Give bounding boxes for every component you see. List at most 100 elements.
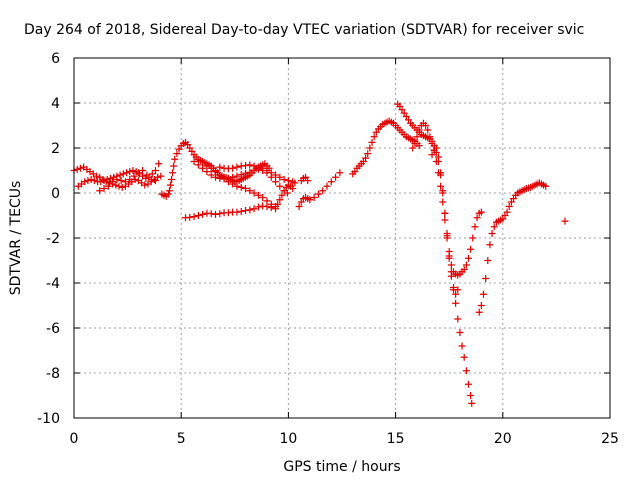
data-point [117, 177, 125, 185]
data-point [171, 155, 179, 163]
data-point [454, 286, 462, 294]
data-point [263, 167, 271, 174]
data-point [486, 241, 494, 249]
data-point [432, 158, 440, 165]
data-point [447, 272, 455, 280]
data-point [194, 212, 202, 219]
data-point [422, 122, 430, 129]
data-point [272, 205, 280, 213]
data-point [90, 177, 98, 185]
data-point [477, 208, 485, 216]
data-point [123, 169, 131, 177]
data-point [151, 177, 159, 185]
data-point [473, 214, 481, 222]
data-point [445, 254, 453, 262]
data-point [112, 181, 120, 189]
data-point [477, 302, 485, 309]
y-tick-label: 4 [51, 96, 60, 112]
y-tick-label: -2 [46, 231, 60, 247]
data-point [460, 266, 468, 273]
data-point [170, 162, 178, 170]
x-axis-ticks: 0 5 10 15 20 25 [70, 58, 619, 447]
data-point [464, 380, 472, 388]
data-point [157, 172, 165, 180]
data-point [272, 171, 280, 179]
data-point [439, 198, 447, 206]
data-point [267, 169, 275, 177]
data-point [254, 163, 262, 171]
data-point [428, 151, 436, 159]
data-point [216, 163, 224, 171]
data-point [432, 144, 440, 152]
data-point [306, 196, 314, 204]
data-point [119, 170, 127, 178]
data-point [280, 176, 288, 183]
data-point [233, 182, 241, 190]
data-point [370, 133, 378, 141]
data-point [233, 208, 241, 216]
data-point [229, 180, 237, 188]
data-point [143, 171, 151, 179]
data-point [134, 169, 142, 177]
data-point [458, 342, 466, 350]
data-point [437, 182, 445, 190]
data-point [242, 162, 250, 170]
data-point [100, 177, 108, 185]
data-point [121, 178, 129, 186]
data-point [424, 126, 432, 134]
x-tick-label: 10 [279, 431, 297, 447]
data-point [437, 169, 445, 177]
data-point [439, 187, 447, 195]
x-tick-label: 5 [177, 431, 186, 447]
data-point [319, 187, 327, 195]
data-point [116, 171, 124, 179]
y-tick-label: 0 [51, 186, 60, 202]
data-point [364, 150, 372, 158]
data-point [428, 140, 436, 147]
data-point [224, 178, 232, 186]
data-point [237, 183, 245, 191]
data-point [139, 167, 147, 174]
data-point [155, 160, 163, 168]
data-point [216, 171, 224, 179]
data-point [415, 142, 423, 150]
data-point [118, 183, 126, 191]
data-point [73, 165, 81, 173]
data-point [452, 290, 460, 298]
data-point [148, 170, 156, 178]
data-point [207, 164, 215, 172]
data-point [259, 194, 267, 201]
data-point [314, 190, 322, 198]
data-point [212, 210, 220, 218]
data-point [505, 203, 513, 210]
data-point [93, 172, 101, 180]
data-point [310, 194, 318, 201]
data-point [220, 173, 228, 181]
data-point [447, 261, 455, 269]
data-point [413, 133, 421, 141]
data-point [480, 290, 488, 298]
y-tick-label: -6 [46, 321, 60, 337]
data-point [467, 245, 475, 253]
y-axis-label: SDTVAR / TECUs [8, 181, 24, 296]
data-point [207, 171, 215, 179]
data-point [254, 191, 262, 199]
data-point [100, 185, 108, 192]
y-tick-label: -8 [46, 366, 60, 382]
data-point [109, 178, 117, 186]
data-point [104, 182, 112, 190]
data-point [250, 162, 258, 170]
data-point [250, 189, 258, 197]
data-point [147, 176, 155, 183]
data-point [194, 161, 202, 169]
data-point [242, 169, 250, 177]
data-point [126, 168, 134, 176]
data-point [164, 190, 172, 198]
y-tick-label: -10 [37, 411, 60, 427]
data-point [276, 182, 284, 190]
data-point [87, 176, 95, 183]
data-point [441, 216, 449, 224]
data-point [84, 177, 92, 185]
data-point [469, 234, 477, 242]
y-axis-ticks: -10 -8 -6 -4 -2 0 2 4 6 [37, 51, 610, 427]
